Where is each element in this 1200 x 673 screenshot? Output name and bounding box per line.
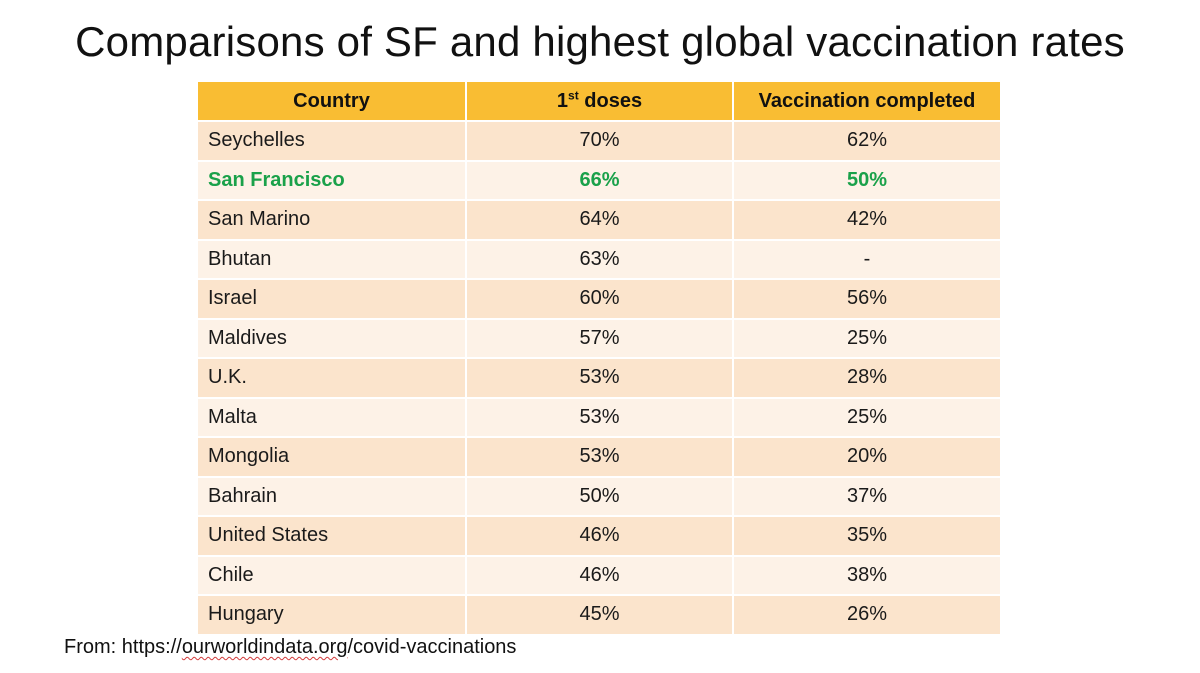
country-cell: San Marino (198, 199, 467, 240)
table-row: San Marino 64% 42% (198, 199, 1000, 240)
completed-cell: 56% (733, 278, 1000, 319)
first-doses-cell: 60% (466, 278, 734, 319)
table-row: U.K. 53% 28% (198, 357, 1000, 398)
country-cell: San Francisco (198, 159, 467, 200)
completed-cell: 38% (733, 554, 1000, 595)
first-doses-cell: 64% (466, 199, 734, 240)
table-row: Chile 46% 38% (198, 554, 1000, 595)
table-row-highlighted: San Francisco 66% 50% (198, 159, 1000, 200)
table-row: Malta 53% 25% (198, 396, 1000, 437)
first-doses-cell: 70% (466, 120, 734, 161)
first-doses-cell: 53% (466, 357, 734, 398)
table-row: Bhutan 63% - (198, 238, 1000, 279)
vaccination-table: Country 1st doses Vaccination completed … (198, 82, 1000, 634)
table-row: Seychelles 70% 62% (198, 120, 1000, 161)
country-cell: Seychelles (198, 120, 467, 161)
header-first-doses: 1st doses (466, 82, 734, 121)
table-row: Israel 60% 56% (198, 278, 1000, 319)
first-doses-cell: 46% (466, 554, 734, 595)
completed-cell: 35% (733, 515, 1000, 556)
completed-cell: 42% (733, 199, 1000, 240)
first-doses-cell: 57% (466, 317, 734, 358)
completed-cell: - (733, 238, 1000, 279)
table-row: Bahrain 50% 37% (198, 475, 1000, 516)
header-first-doses-suffix: st (568, 87, 579, 102)
completed-cell: 20% (733, 436, 1000, 477)
table-header-row: Country 1st doses Vaccination completed (198, 82, 1000, 121)
first-doses-cell: 53% (466, 396, 734, 437)
completed-cell: 37% (733, 475, 1000, 516)
source-suffix: /covid-vaccinations (347, 636, 517, 658)
country-cell: Bahrain (198, 475, 467, 516)
country-cell: Mongolia (198, 436, 467, 477)
table-row: Mongolia 53% 20% (198, 436, 1000, 477)
completed-cell: 28% (733, 357, 1000, 398)
country-cell: Maldives (198, 317, 467, 358)
first-doses-cell: 45% (466, 594, 734, 634)
country-cell: Hungary (198, 594, 467, 634)
header-vaccination-completed: Vaccination completed (733, 82, 1000, 121)
table-row: Hungary 45% 26% (198, 594, 1000, 634)
source-citation: From: https://ourworldindata.org/covid-v… (64, 636, 516, 659)
page-title: Comparisons of SF and highest global vac… (75, 18, 1125, 65)
country-cell: U.K. (198, 357, 467, 398)
completed-cell: 26% (733, 594, 1000, 634)
first-doses-cell: 53% (466, 436, 734, 477)
country-cell: Israel (198, 278, 467, 319)
country-cell: Malta (198, 396, 467, 437)
table-row: United States 46% 35% (198, 515, 1000, 556)
table-row: Maldives 57% 25% (198, 317, 1000, 358)
completed-cell: 62% (733, 120, 1000, 161)
country-cell: Bhutan (198, 238, 467, 279)
completed-cell: 25% (733, 317, 1000, 358)
first-doses-cell: 50% (466, 475, 734, 516)
first-doses-cell: 63% (466, 238, 734, 279)
first-doses-cell: 46% (466, 515, 734, 556)
country-cell: Chile (198, 554, 467, 595)
first-doses-cell: 66% (466, 159, 734, 200)
header-first-doses-label: doses (578, 89, 643, 112)
header-country: Country (198, 82, 467, 121)
header-first-doses-number: 1 (556, 89, 569, 112)
source-link[interactable]: ourworldindata.org (181, 636, 348, 658)
completed-cell: 25% (733, 396, 1000, 437)
completed-cell: 50% (733, 159, 1000, 200)
country-cell: United States (198, 515, 467, 556)
source-prefix: From: https:// (64, 636, 182, 658)
